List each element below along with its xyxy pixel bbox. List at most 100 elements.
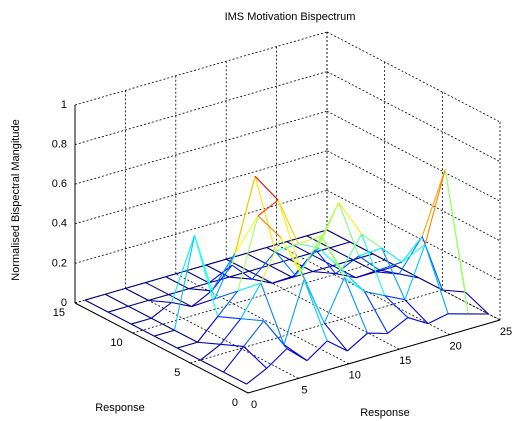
grid-line: [125, 288, 299, 379]
mesh-edge: [315, 249, 337, 274]
x-tick-label: 10: [349, 370, 361, 382]
mesh-edge: [306, 340, 328, 362]
grid-line: [326, 71, 501, 162]
mesh-edge: [335, 273, 356, 279]
mesh-edge: [217, 290, 239, 317]
y-axis-label: Response: [95, 402, 145, 414]
x-tick-label: 15: [399, 355, 411, 367]
mesh-edge: [352, 259, 377, 273]
x-axis-label: Response: [360, 407, 410, 419]
mesh-edge: [338, 202, 360, 257]
mesh-edge: [125, 287, 149, 301]
grid-line: [226, 258, 400, 350]
mesh-edge: [185, 270, 210, 284]
mesh-edge: [107, 305, 129, 313]
mesh-edge: [286, 348, 308, 362]
mesh-edge: [404, 299, 429, 324]
mesh-edge: [341, 233, 363, 270]
mesh-edge: [131, 317, 152, 325]
mesh-edge: [384, 295, 406, 301]
mesh-edge: [444, 169, 469, 314]
mesh-edge: [84, 299, 109, 313]
mesh-edge: [223, 346, 245, 373]
mesh-edge: [286, 235, 307, 243]
mesh-edge: [387, 317, 409, 334]
mesh-edge: [226, 252, 247, 260]
mesh-edge: [361, 233, 386, 296]
mesh-edge: [171, 235, 196, 303]
mesh-edge: [317, 202, 340, 249]
mesh-edge: [257, 215, 282, 239]
z-tick-label: 1: [61, 99, 67, 111]
z-tick-label: 0.2: [52, 257, 67, 269]
mesh-edge: [246, 367, 268, 385]
mesh-edge: [145, 276, 166, 284]
mesh-edge: [128, 299, 149, 307]
mesh-edge: [168, 294, 192, 308]
mesh-edge: [125, 282, 146, 289]
grid-line: [326, 190, 501, 281]
mesh-edge: [272, 274, 296, 284]
mesh-edge: [171, 301, 192, 308]
mesh-edge: [338, 202, 363, 235]
grid-line: [326, 150, 501, 242]
z-tick-label: 0.6: [52, 178, 67, 190]
x-tick-label: 0: [251, 399, 257, 411]
mesh-edge: [375, 265, 397, 273]
mesh-edge: [343, 277, 369, 334]
mesh-edge: [107, 311, 132, 325]
mesh-edge: [344, 277, 365, 293]
mesh-edge: [323, 322, 348, 352]
mesh-edge: [214, 253, 236, 299]
mesh-edge: [151, 317, 175, 331]
mesh-edge: [303, 279, 328, 342]
mesh-edge: [251, 251, 276, 280]
mesh-edge: [191, 290, 213, 307]
mesh-edge: [151, 302, 172, 319]
mesh-edge: [358, 255, 380, 271]
mesh-edge: [346, 332, 368, 352]
mesh-edge: [197, 341, 221, 345]
x-tick-label: 25: [500, 326, 512, 338]
mesh-edge: [378, 269, 400, 275]
mesh-edge: [277, 199, 302, 272]
x-tick-label: 20: [449, 341, 461, 353]
mesh-edge: [217, 316, 241, 320]
y-tick-label: 0: [232, 397, 238, 409]
mesh-edge: [424, 244, 449, 314]
mesh-edge: [249, 270, 273, 284]
mesh-edge: [266, 247, 290, 261]
mesh-edge: [427, 313, 449, 325]
mesh-edge: [128, 305, 152, 319]
mesh-edge: [211, 264, 233, 292]
mesh-edge: [185, 264, 207, 272]
mesh-edge: [223, 371, 247, 385]
mesh-edge: [306, 229, 328, 237]
mesh-edge: [303, 279, 325, 324]
mesh-edge: [309, 253, 334, 267]
mesh-edge: [401, 243, 426, 263]
mesh-edge: [246, 246, 267, 254]
mesh-edge: [148, 294, 169, 301]
y-axis: [74, 302, 249, 394]
grid-line: [326, 31, 501, 123]
mesh-edge: [205, 258, 227, 266]
mesh-edge: [214, 290, 239, 300]
mesh-edge: [358, 247, 383, 257]
mesh-edge: [384, 295, 409, 318]
mesh-edge: [277, 199, 299, 244]
mesh-edge: [168, 288, 189, 296]
mesh-edge: [404, 244, 426, 300]
mesh-edge: [263, 320, 288, 349]
mesh-edge: [442, 289, 466, 293]
mesh-edge: [249, 264, 270, 272]
mesh-edge: [188, 288, 212, 292]
mesh-edge: [154, 329, 175, 337]
mesh-edge: [395, 265, 420, 279]
mesh-edge: [424, 169, 446, 245]
mesh-edge: [341, 269, 365, 292]
mesh-edge: [378, 261, 403, 271]
mesh-edge: [145, 282, 169, 296]
mesh-edge: [243, 346, 268, 369]
mesh-edge: [240, 318, 264, 322]
